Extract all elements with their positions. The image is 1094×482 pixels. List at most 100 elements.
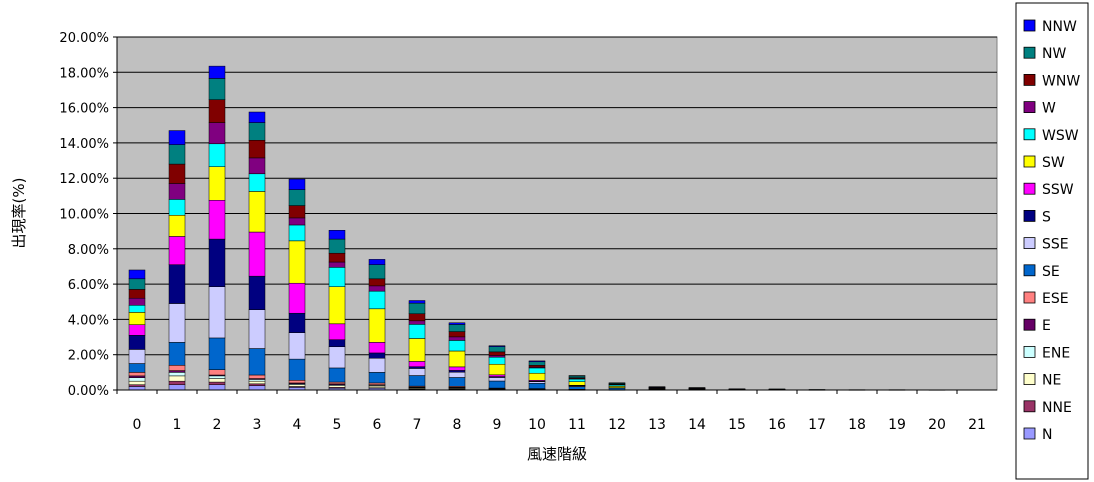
bar-segment-w (128, 297, 146, 306)
bar-segment-ssw (208, 200, 226, 240)
bar-segment-nw (168, 144, 186, 165)
x-tick-label: 17 (808, 417, 826, 433)
legend-swatch (1023, 427, 1036, 440)
bar-segment-ne (128, 380, 146, 385)
bar-segment-sw (448, 350, 466, 368)
legend-label: SE (1042, 264, 1060, 280)
y-tick-label: 12.00% (59, 172, 109, 187)
bar-segment-wsw (208, 143, 226, 167)
bar-segment-wsw (248, 173, 266, 192)
legend-swatch (1023, 46, 1036, 59)
x-tick-label: 12 (608, 417, 626, 433)
bar-segment-se (528, 383, 546, 389)
bar-segment-se (168, 342, 186, 366)
x-tick-label: 18 (848, 417, 866, 433)
legend-swatch (1023, 291, 1036, 304)
bar-segment-wnw (408, 313, 426, 322)
legend-label: E (1042, 318, 1051, 334)
y-tick-label: 14.00% (59, 137, 109, 152)
bar-segment-w (448, 336, 466, 341)
legend-swatch (1023, 345, 1036, 358)
bar-segment-nnw (728, 388, 746, 390)
bar-segment-sse (248, 309, 266, 349)
bar-segment-sw (368, 308, 386, 343)
legend-label: NNW (1042, 19, 1077, 35)
y-tick-label: 20.00% (59, 31, 109, 46)
bar-segment-nne (248, 383, 266, 386)
bar-segment-ssw (128, 324, 146, 336)
legend-swatch (1023, 155, 1036, 168)
bar-segment-n (208, 384, 226, 391)
y-tick-label: 2.00% (68, 349, 109, 364)
x-tick-label: 21 (968, 417, 986, 433)
legend-swatch (1023, 182, 1036, 195)
bar-segment-sse (408, 368, 426, 376)
bar-segment-nnw (328, 230, 346, 240)
x-tick-label: 11 (568, 417, 586, 433)
bar-segment-w (288, 217, 306, 226)
x-tick-label: 19 (888, 417, 906, 433)
y-tick-label: 4.00% (68, 313, 109, 328)
bar-segment-e (168, 370, 186, 373)
bar-segment-ne (368, 385, 386, 388)
bar-segment-nw (128, 278, 146, 290)
bar-segment-ene (208, 375, 226, 379)
bar-segment-sw (488, 363, 506, 376)
legend-label: NNE (1042, 400, 1072, 416)
bar-segment-ese (328, 381, 346, 385)
bar-segment-s (168, 264, 186, 304)
bar-segment-wsw (368, 290, 386, 310)
bar-segment-wnw (168, 163, 186, 184)
bar-segment-nnw (288, 178, 306, 190)
bar-segment-ne (328, 385, 346, 388)
bar-segment-wnw (528, 365, 546, 368)
bar-segment-ese (368, 382, 386, 385)
legend-swatch (1023, 128, 1036, 141)
x-tick-label: 3 (253, 417, 262, 433)
bar-segment-se (128, 363, 146, 373)
bar-segment-sse (208, 286, 226, 339)
bar-segment-nw (208, 78, 226, 100)
legend-swatch (1023, 209, 1036, 222)
bar-segment-nw (288, 189, 306, 206)
x-tick-label: 15 (728, 417, 746, 433)
bar-segment-sse (448, 371, 466, 378)
bar-segment-s (408, 366, 426, 369)
x-tick-label: 20 (928, 417, 946, 433)
x-tick-label: 16 (768, 417, 786, 433)
x-axis-label: 風速階級 (527, 445, 587, 463)
bar-segment-ne (208, 378, 226, 383)
bar-segment-ne (248, 380, 266, 385)
bar-segment-ssw (488, 374, 506, 377)
x-tick-label: 1 (173, 417, 182, 433)
y-tick-label: 0.00% (68, 384, 109, 399)
bar-segment-sw (128, 312, 146, 325)
bar-segment-ssw (248, 231, 266, 277)
x-tick-label: 9 (493, 417, 502, 433)
legend-label: SSW (1042, 182, 1074, 198)
y-axis-label: 出現率(%) (10, 178, 28, 249)
bar-segment-nw (448, 324, 466, 332)
bar-segment-se (248, 348, 266, 376)
x-tick-label: 2 (213, 417, 222, 433)
bar-segment-s (328, 339, 346, 348)
bar-segment-ne (168, 375, 186, 382)
legend-swatch (1023, 264, 1036, 277)
x-tick-label: 14 (688, 417, 706, 433)
bar-segment-nnw (648, 386, 666, 388)
bar-segment-wnw (368, 278, 386, 287)
legend-swatch (1023, 74, 1036, 86)
legend-label: SW (1042, 155, 1065, 171)
legend-label: NE (1042, 373, 1061, 389)
bar-segment-nw (488, 346, 506, 353)
legend-label: ESE (1042, 291, 1069, 307)
x-tick-label: 6 (373, 417, 382, 433)
bar-segment-ne (288, 384, 306, 387)
bar-segment-wsw (568, 378, 586, 382)
bar-segment-nnw (448, 322, 466, 325)
x-tick-label: 0 (133, 417, 142, 433)
bar-segment-ssw (328, 323, 346, 340)
legend-swatch (1023, 373, 1036, 386)
bar-segment-s (448, 370, 466, 373)
bar-segment-ssw (288, 282, 306, 314)
